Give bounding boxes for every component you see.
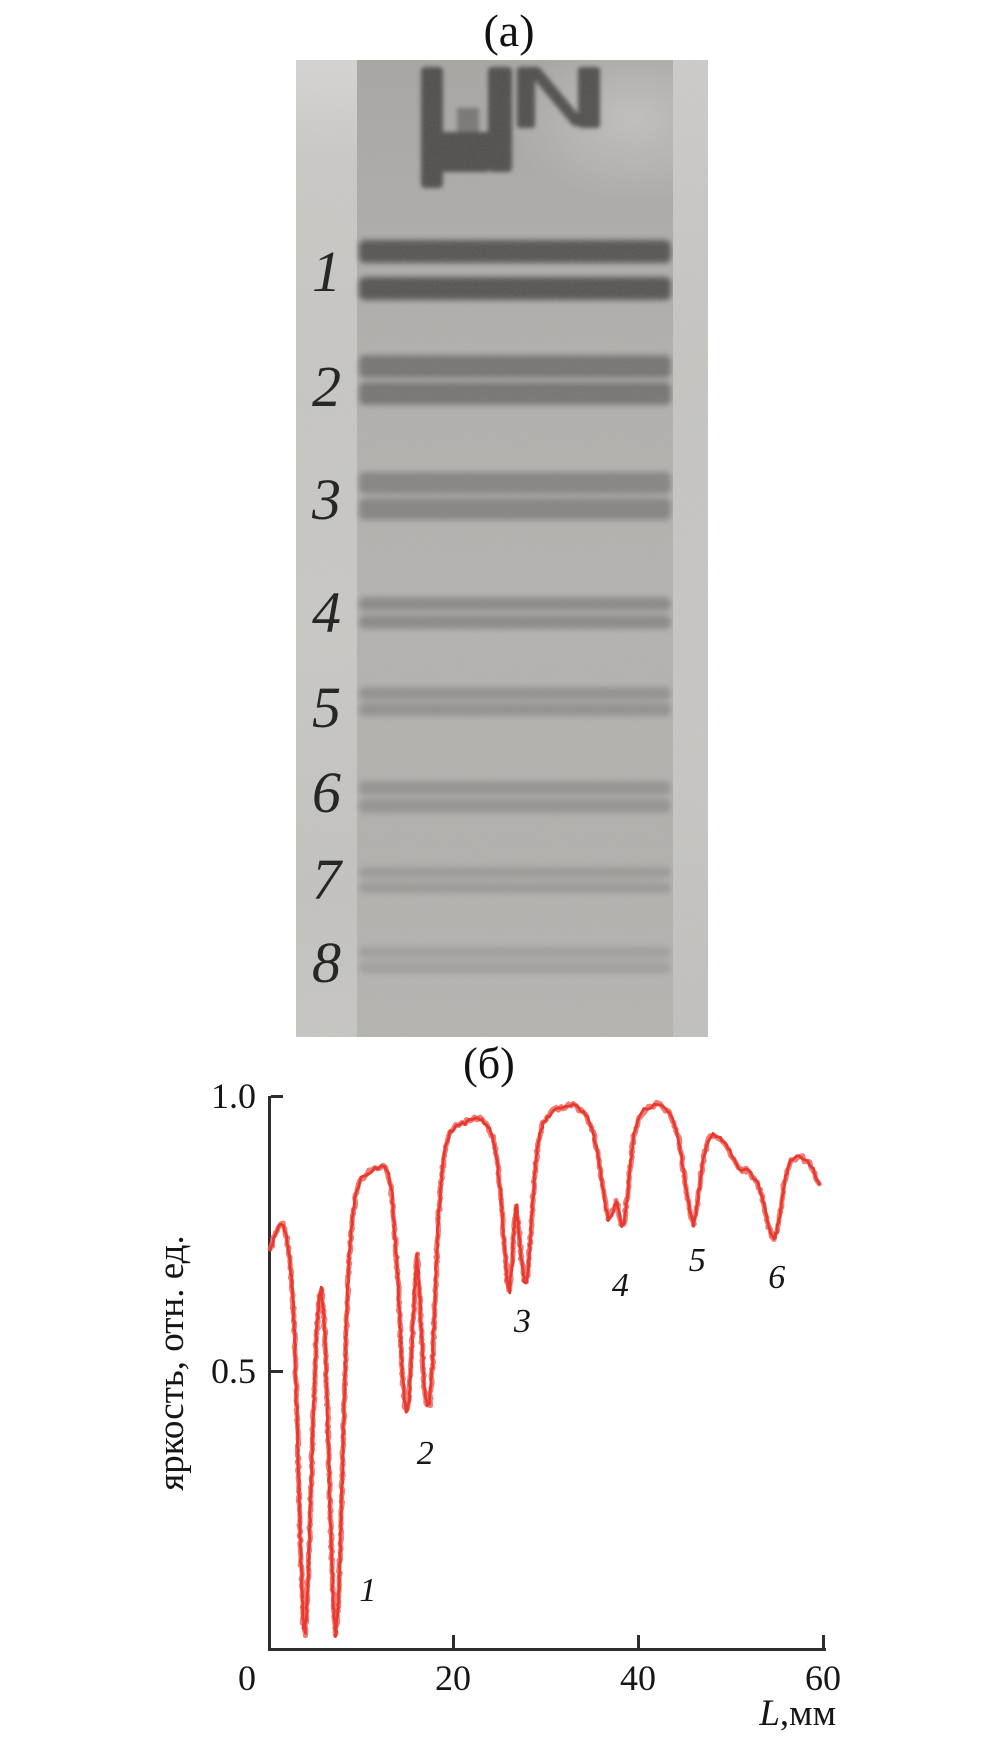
brightness-curve-stroke-1 xyxy=(267,1099,822,1639)
x-tick-label-40: 40 xyxy=(620,1658,656,1698)
x-axis-line xyxy=(268,1648,826,1651)
y-tick-label-1.0: 1.0 xyxy=(211,1076,256,1116)
x-axis-title: L,мм xyxy=(636,1692,836,1736)
x-axis-title-unit: ,мм xyxy=(779,1693,836,1734)
dip-label-3: 3 xyxy=(513,1302,531,1340)
panel-a-label: (a) xyxy=(483,5,535,56)
x-axis-title-symbol: L xyxy=(759,1693,780,1734)
y-axis-line xyxy=(268,1096,271,1651)
x-tick-label-20: 20 xyxy=(435,1658,471,1698)
y-tick-label-0.5: 0.5 xyxy=(211,1351,256,1391)
dip-label-1: 1 xyxy=(359,1572,377,1609)
film-grain-overlay xyxy=(296,60,708,1037)
y-axis-title: яркость, отн. ед. xyxy=(151,1235,192,1491)
x-tick-label-0: 0 xyxy=(238,1658,256,1698)
x-tick-40 xyxy=(636,1635,640,1648)
y-tick-0.5 xyxy=(271,1369,283,1373)
y-tick-1.0 xyxy=(271,1094,283,1098)
radiograph-photo: 12345678 xyxy=(296,60,708,1037)
panel-b-label: (б) xyxy=(463,1039,515,1088)
brightness-curve-stroke-2 xyxy=(268,1102,821,1638)
x-tick-label-60: 60 xyxy=(805,1658,841,1698)
x-tick-20 xyxy=(451,1635,455,1648)
dip-label-6: 6 xyxy=(768,1258,786,1296)
dip-label-5: 5 xyxy=(688,1242,706,1279)
dip-label-4: 4 xyxy=(611,1266,629,1304)
x-tick-60 xyxy=(821,1635,825,1648)
dip-label-2: 2 xyxy=(416,1434,434,1472)
